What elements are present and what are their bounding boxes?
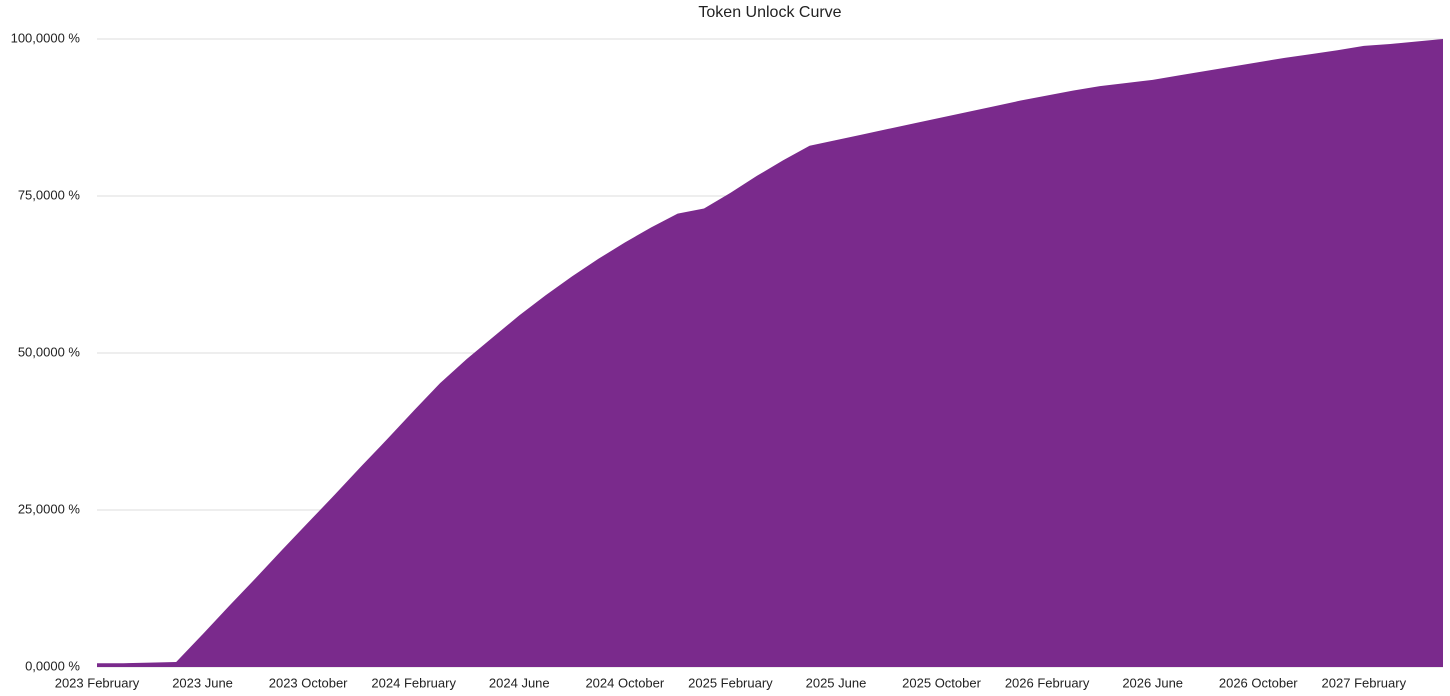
chart: Token Unlock Curve 0,0000 % 25,0000 % 50,0… (0, 0, 1450, 696)
x-tick-label: 2023 June (172, 675, 233, 690)
x-tick-label: 2024 February (371, 675, 456, 690)
x-tick-label: 2026 June (1122, 675, 1183, 690)
y-tick-label: 0,0000 % (25, 658, 80, 673)
y-tick-label: 25,0000 % (18, 501, 81, 516)
x-tick-label: 2023 February (55, 675, 140, 690)
x-tick-label: 2025 October (902, 675, 981, 690)
page: {"chart_data": {"type": "area", "title":… (0, 0, 1450, 696)
x-tick-label: 2027 February (1322, 675, 1407, 690)
chart-title: Token Unlock Curve (698, 4, 841, 21)
y-tick-label: 100,0000 % (11, 30, 81, 45)
x-tick-label: 2025 February (688, 675, 773, 690)
x-tick-label: 2024 October (585, 675, 664, 690)
x-tick-label: 2024 June (489, 675, 550, 690)
x-tick-label: 2025 June (806, 675, 867, 690)
y-tick-label: 75,0000 % (18, 187, 81, 202)
y-tick-label: 50,0000 % (18, 344, 81, 359)
x-tick-label: 2023 October (269, 675, 348, 690)
x-tick-label: 2026 October (1219, 675, 1298, 690)
x-tick-label: 2026 February (1005, 675, 1090, 690)
